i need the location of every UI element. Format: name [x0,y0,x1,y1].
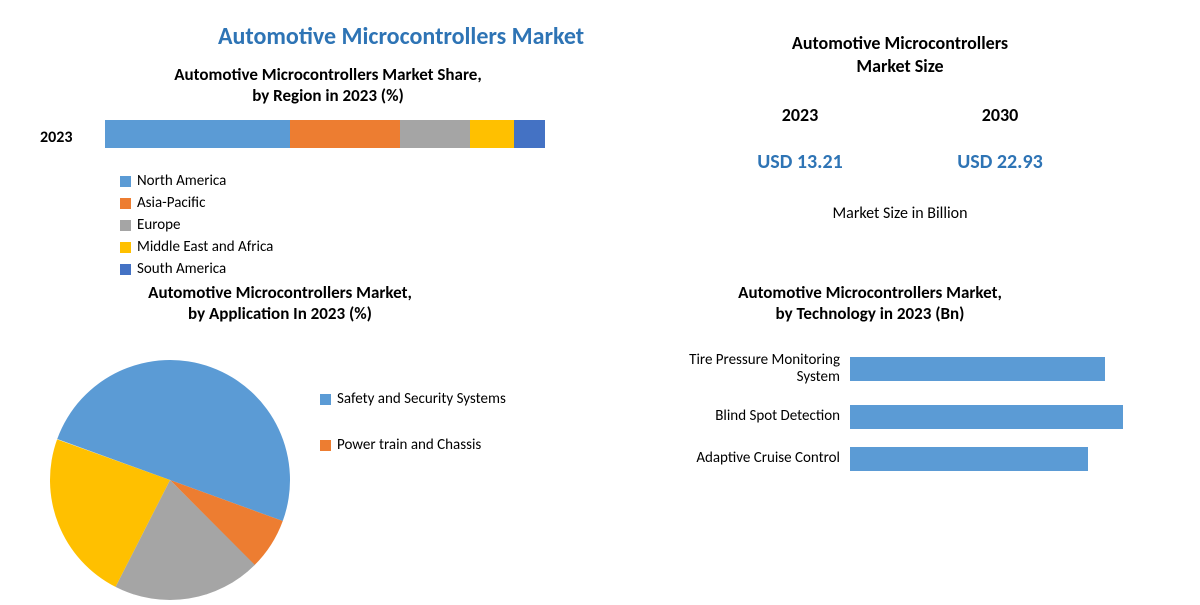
share-bar-segment [105,120,290,148]
legend-label: Europe [137,216,180,234]
legend-item: Asia-Pacific [120,194,330,212]
share-chart-title: Automotive Microcontrollers Market Share… [88,64,568,107]
share-bar-segment [290,120,400,148]
legend-swatch [120,264,131,275]
legend-label: North America [137,172,226,190]
share-bar-segment [470,120,514,148]
legend-label: Asia-Pacific [137,194,205,212]
hbar-bar [850,405,1123,429]
size-year: 2023 [757,104,843,126]
app-chart-title: Automotive Microcontrollers Market, by A… [60,282,500,325]
hbar-label: Blind Spot Detection [620,408,850,425]
share-bar-segment [514,120,545,148]
share-bar-segment [400,120,470,148]
size-block-title: Automotive Microcontrollers Market Size [700,32,1100,77]
legend-item: Middle East and Africa [120,238,330,256]
hbar-bar [850,357,1105,381]
legend-item: South America [120,260,330,278]
tech-chart-title: Automotive Microcontrollers Market, by T… [620,282,1120,325]
legend-item: Europe [120,216,330,234]
hbar-bar [850,447,1088,471]
legend-label: Safety and Security Systems [337,390,506,408]
hbar-label: Adaptive Cruise Control [620,450,850,467]
legend-swatch [120,176,131,187]
legend-swatch [120,198,131,209]
size-value: USD 22.93 [957,150,1043,174]
legend-item: Safety and Security Systems [320,390,506,408]
share-stacked-bar [105,120,545,148]
hbar-row: Tire Pressure Monitoring System [620,352,1123,387]
legend-item: North America [120,172,330,190]
size-caption: Market Size in Billion [700,204,1100,223]
size-value: USD 13.21 [757,150,843,174]
legend-swatch [120,242,131,253]
legend-label: South America [137,260,226,278]
app-pie-chart [50,360,290,605]
share-chart-year-label: 2023 [40,128,72,147]
legend-label: Power train and Chassis [337,436,481,454]
hbar-label: Tire Pressure Monitoring System [620,352,850,387]
hbar-row: Adaptive Cruise Control [620,447,1123,471]
legend-label: Middle East and Africa [137,238,273,256]
hbar-row: Blind Spot Detection [620,405,1123,429]
share-chart-legend: North America Asia-Pacific Europe Middle Ea… [120,172,570,282]
legend-swatch [120,220,131,231]
size-column: 2023 USD 13.21 [757,104,843,174]
size-year: 2030 [957,104,1043,126]
app-chart-legend: Safety and Security Systems Power train a… [320,390,522,482]
size-column: 2030 USD 22.93 [957,104,1043,174]
main-title: Automotive Microcontrollers Market [218,22,584,51]
legend-item: Power train and Chassis [320,436,506,454]
size-columns: 2023 USD 13.21 2030 USD 22.93 [700,104,1100,174]
legend-swatch [320,394,331,405]
tech-hbar-chart: Tire Pressure Monitoring System Blind Spo… [620,352,1123,471]
legend-swatch [320,440,331,451]
